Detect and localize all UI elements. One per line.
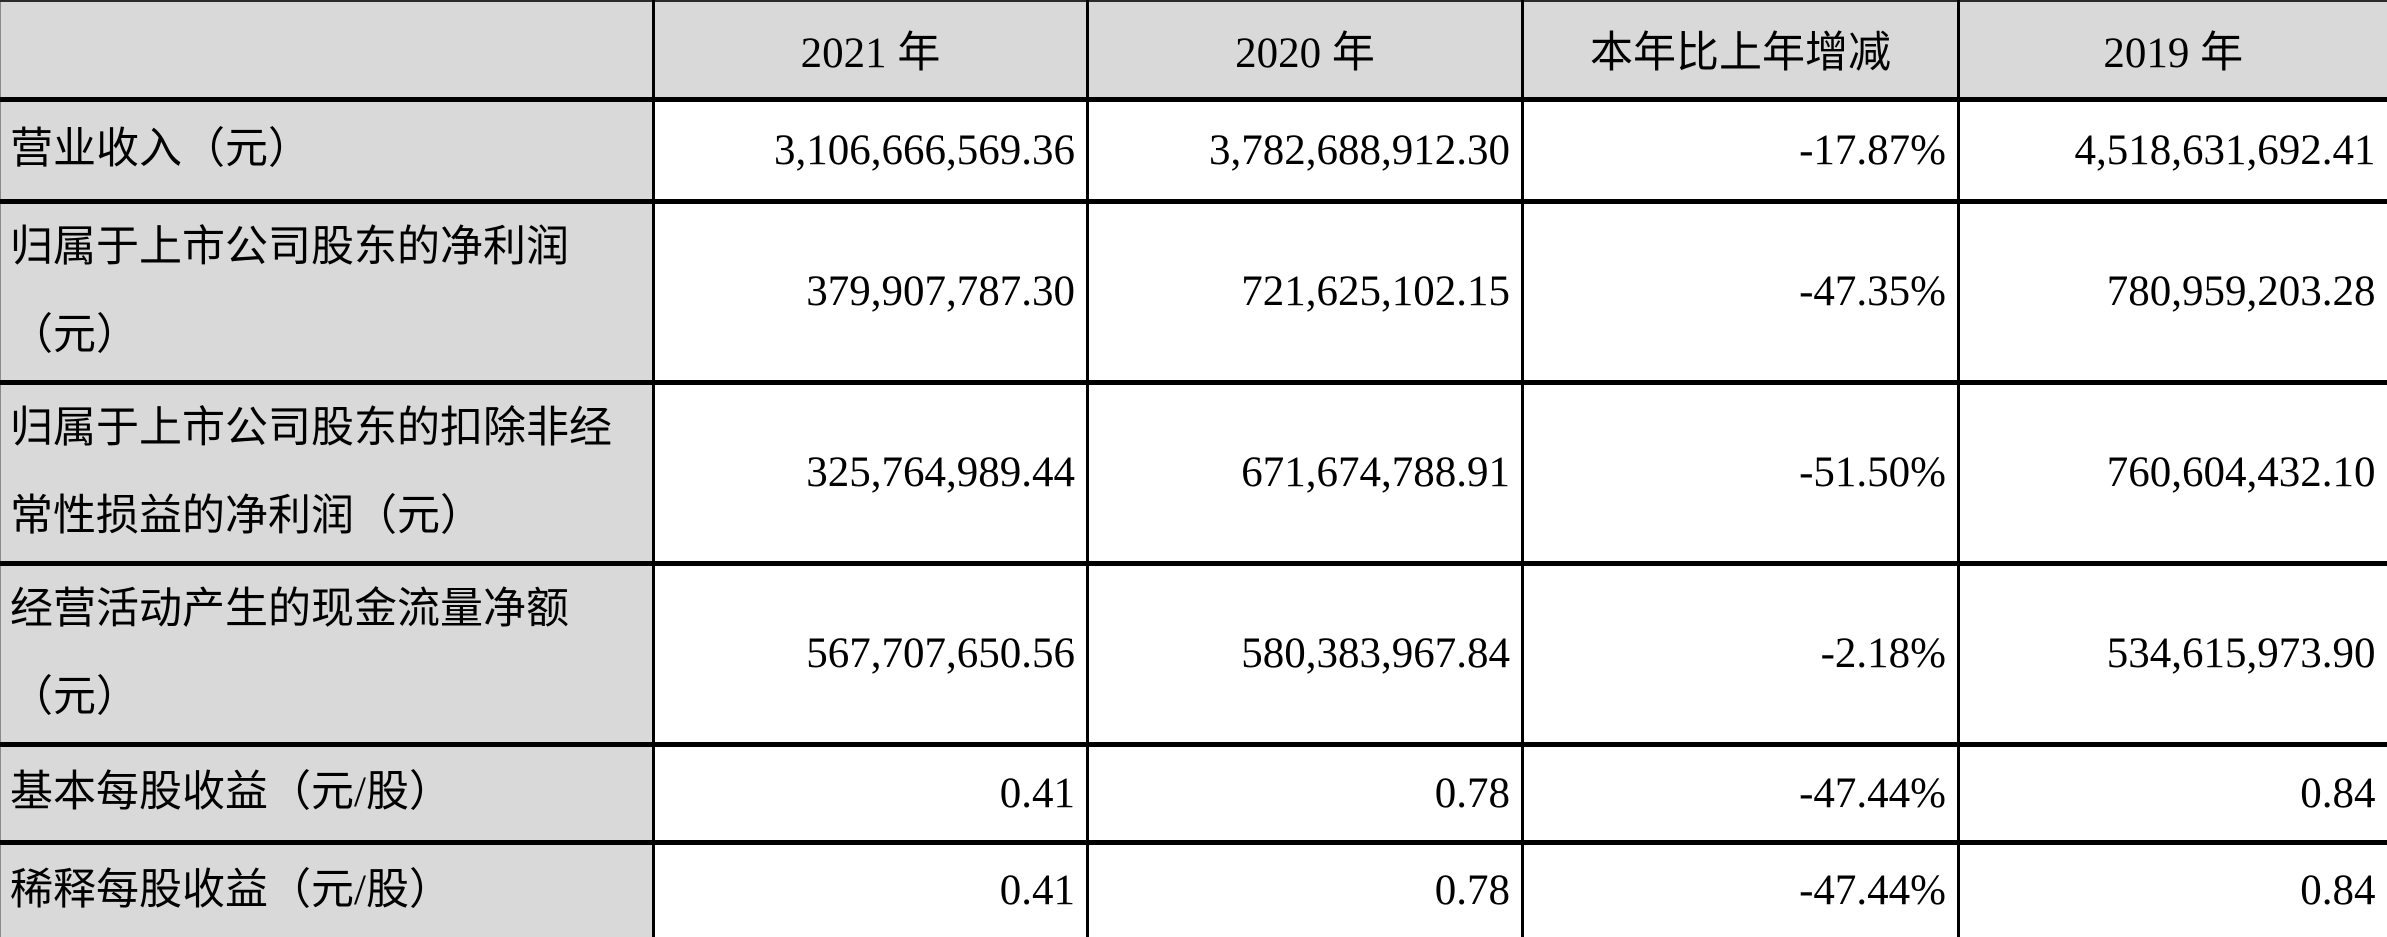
cell-deducted-net-profit-2021: 325,764,989.44 <box>652 379 1089 563</box>
cell-diluted-eps-2019: 0.84 <box>1957 839 2387 937</box>
cell-net-profit-2020: 721,625,102.15 <box>1086 198 1524 382</box>
cell-operating-cash-flow-2021: 567,707,650.56 <box>652 560 1089 744</box>
row-label-net-profit: 归属于上市公司股东的净利润 （元） <box>0 198 655 382</box>
cell-deducted-net-profit-2020: 671,674,788.91 <box>1086 379 1524 563</box>
cell-operating-cash-flow-2020: 580,383,967.84 <box>1086 560 1524 744</box>
table-row-diluted-eps: 稀释每股收益（元/股） 0.41 0.78 -47.44% 0.84 <box>0 839 2387 937</box>
table-row-basic-eps: 基本每股收益（元/股） 0.41 0.78 -47.44% 0.84 <box>0 741 2387 842</box>
cell-basic-eps-2021: 0.41 <box>652 741 1089 842</box>
cell-basic-eps-change: -47.44% <box>1521 741 1960 842</box>
cell-operating-cash-flow-2019: 534,615,973.90 <box>1957 560 2387 744</box>
cell-revenue-2020: 3,782,688,912.30 <box>1086 96 1524 201</box>
cell-revenue-2021: 3,106,666,569.36 <box>652 96 1089 201</box>
cell-diluted-eps-change: -47.44% <box>1521 839 1960 937</box>
header-year-2020: 2020 年 <box>1086 0 1524 99</box>
header-blank-cell <box>0 0 655 99</box>
cell-basic-eps-2019: 0.84 <box>1957 741 2387 842</box>
cell-net-profit-2021: 379,907,787.30 <box>652 198 1089 382</box>
cell-deducted-net-profit-change: -51.50% <box>1521 379 1960 563</box>
row-label-deducted-net-profit: 归属于上市公司股东的扣除非经 常性损益的净利润（元） <box>0 379 655 563</box>
row-label-basic-eps: 基本每股收益（元/股） <box>0 741 655 842</box>
table-row-net-profit: 归属于上市公司股东的净利润 （元） 379,907,787.30 721,625… <box>0 198 2387 382</box>
row-label-revenue: 营业收入（元） <box>0 96 655 201</box>
cell-operating-cash-flow-change: -2.18% <box>1521 560 1960 744</box>
cell-revenue-2019: 4,518,631,692.41 <box>1957 96 2387 201</box>
cell-revenue-change: -17.87% <box>1521 96 1960 201</box>
header-year-2019: 2019 年 <box>1957 0 2387 99</box>
table-row-revenue: 营业收入（元） 3,106,666,569.36 3,782,688,912.3… <box>0 96 2387 201</box>
cell-diluted-eps-2020: 0.78 <box>1086 839 1524 937</box>
cell-net-profit-change: -47.35% <box>1521 198 1960 382</box>
cell-deducted-net-profit-2019: 760,604,432.10 <box>1957 379 2387 563</box>
header-yoy-change: 本年比上年增减 <box>1521 0 1960 99</box>
cell-diluted-eps-2021: 0.41 <box>652 839 1089 937</box>
row-label-diluted-eps: 稀释每股收益（元/股） <box>0 839 655 937</box>
header-row: 2021 年 2020 年 本年比上年增减 2019 年 <box>0 0 2387 99</box>
table-row-operating-cash-flow: 经营活动产生的现金流量净额 （元） 567,707,650.56 580,383… <box>0 560 2387 744</box>
cell-basic-eps-2020: 0.78 <box>1086 741 1524 842</box>
table-row-deducted-net-profit: 归属于上市公司股东的扣除非经 常性损益的净利润（元） 325,764,989.4… <box>0 379 2387 563</box>
cell-net-profit-2019: 780,959,203.28 <box>1957 198 2387 382</box>
row-label-operating-cash-flow: 经营活动产生的现金流量净额 （元） <box>0 560 655 744</box>
header-year-2021: 2021 年 <box>652 0 1089 99</box>
